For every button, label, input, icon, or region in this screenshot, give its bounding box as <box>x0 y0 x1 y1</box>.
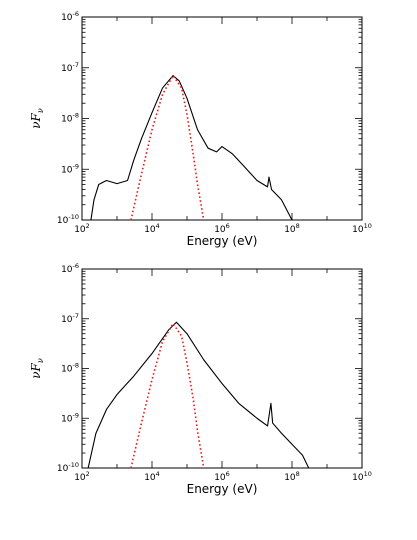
x-axis-label: Energy (eV) <box>187 482 258 496</box>
x-tick-label: 108 <box>284 470 300 483</box>
spectrum-panel-top: 102 104 106 108 1010 10-10 10-9 10-8 10-7 10-6 Ene… <box>29 10 372 248</box>
spectrum-panel-bottom: 102 104 106 108 1010 10-10 10-9 10-8 10-7 10-6 Ene… <box>29 262 372 496</box>
x-tick-label: 1010 <box>352 222 372 235</box>
series-line-dotted-red <box>130 74 205 220</box>
y-tick-label: 10-9 <box>61 411 79 424</box>
plot-frame <box>81 16 363 221</box>
series-line-dotted-red <box>130 322 205 468</box>
y-axis-label: νFν <box>29 358 45 379</box>
plot-frame <box>81 268 363 469</box>
y-tick-label: 10-8 <box>61 112 79 125</box>
x-tick-label: 106 <box>214 222 230 235</box>
series-line-solid-black <box>87 321 310 468</box>
x-tick-label: 108 <box>284 222 300 235</box>
x-axis-label: Energy (eV) <box>187 234 258 248</box>
y-tick-label: 10-9 <box>61 162 79 175</box>
y-tick-label: 10-7 <box>61 61 79 74</box>
y-tick-label: 10-10 <box>57 461 79 474</box>
y-tick-label: 10-6 <box>61 262 79 275</box>
x-tick-label: 102 <box>74 470 90 483</box>
y-tick-label: 10-6 <box>61 10 79 23</box>
x-tick-label: 104 <box>144 470 160 483</box>
y-tick-label: 10-8 <box>61 362 79 375</box>
y-tick-label: 10-7 <box>61 312 79 325</box>
y-axis-label: νFν <box>29 108 45 129</box>
x-tick-label: 1010 <box>352 470 372 483</box>
x-tick-label: 106 <box>214 470 230 483</box>
x-tick-label: 104 <box>144 222 160 235</box>
y-tick-label: 10-10 <box>57 213 79 226</box>
series-line-solid-black <box>90 75 293 220</box>
x-tick-label: 102 <box>74 222 90 235</box>
